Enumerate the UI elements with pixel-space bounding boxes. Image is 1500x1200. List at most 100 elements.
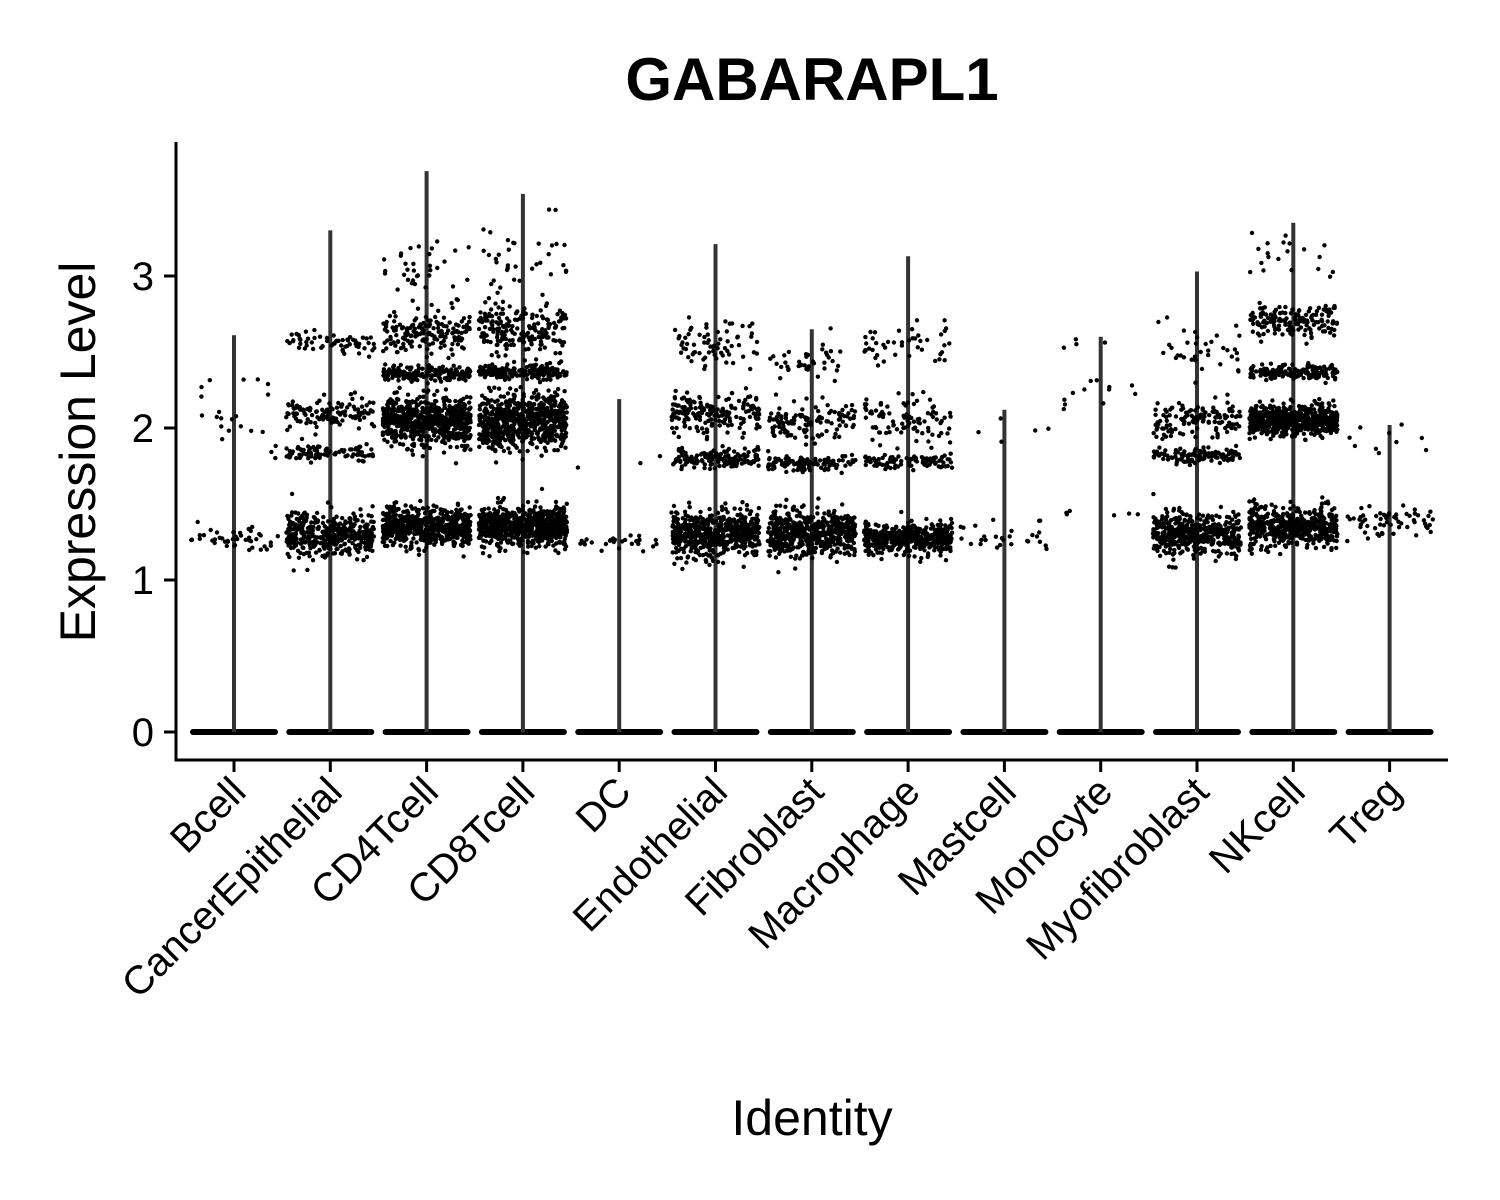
data-point: [436, 435, 441, 440]
data-point: [405, 447, 410, 452]
data-point: [542, 438, 548, 443]
data-point: [553, 338, 558, 343]
data-point: [517, 368, 522, 373]
data-point: [431, 503, 436, 508]
data-point: [599, 548, 604, 553]
data-point: [485, 426, 491, 432]
data-point: [549, 538, 554, 544]
data-point: [424, 369, 429, 374]
data-point: [447, 398, 452, 404]
data-point: [544, 414, 550, 419]
data-point: [707, 546, 712, 551]
data-point: [512, 400, 517, 406]
data-point: [487, 533, 492, 539]
data-point: [331, 516, 336, 522]
data-point: [431, 326, 436, 331]
data-point: [741, 564, 746, 569]
data-point: [441, 437, 446, 443]
data-point: [686, 500, 692, 505]
data-point: [489, 416, 494, 421]
data-point: [292, 541, 297, 546]
data-point: [216, 409, 222, 415]
data-point: [515, 326, 520, 331]
data-point: [439, 541, 445, 546]
data-point: [411, 536, 416, 541]
data-point: [359, 410, 364, 415]
data-point: [430, 426, 435, 431]
data-point: [400, 325, 406, 330]
data-point: [384, 319, 389, 325]
data-point: [495, 495, 501, 501]
data-point: [519, 331, 524, 337]
data-point: [414, 273, 420, 279]
data-point: [304, 530, 310, 535]
data-point: [435, 388, 440, 394]
data-point: [371, 526, 376, 532]
data-point: [199, 413, 205, 418]
data-point: [340, 402, 345, 407]
data-point: [437, 527, 443, 532]
data-point: [388, 504, 393, 509]
data-point: [527, 511, 532, 517]
data-point: [324, 542, 330, 547]
data-point: [546, 252, 551, 257]
data-point: [495, 535, 500, 540]
data-point: [496, 519, 501, 525]
data-point: [363, 539, 369, 544]
data-point: [447, 527, 452, 532]
data-point: [254, 537, 259, 542]
data-point: [506, 446, 511, 451]
data-point: [546, 542, 551, 547]
data-point: [693, 532, 699, 537]
data-point: [392, 309, 397, 315]
data-point: [575, 465, 581, 470]
data-point: [672, 525, 677, 530]
data-point: [409, 448, 415, 453]
data-point: [491, 512, 497, 517]
data-point: [459, 330, 464, 336]
data-point: [424, 354, 429, 360]
data-point: [459, 319, 464, 324]
data-point: [434, 319, 439, 325]
data-point: [532, 402, 537, 407]
data-point: [366, 354, 372, 359]
data-point: [366, 411, 371, 416]
data-point: [514, 416, 520, 422]
data-point: [636, 541, 641, 547]
data-point: [383, 377, 388, 382]
data-point: [327, 401, 332, 406]
data-point: [414, 316, 419, 321]
data-point: [269, 449, 274, 455]
data-point: [715, 407, 720, 412]
data-point: [442, 421, 447, 427]
data-point: [669, 510, 674, 515]
data-point: [548, 416, 554, 421]
data-point: [322, 529, 327, 534]
data-point: [525, 517, 530, 523]
data-point: [329, 420, 334, 425]
data-point: [416, 420, 421, 426]
data-point: [538, 260, 543, 265]
data-point: [557, 373, 563, 378]
data-point: [345, 405, 350, 410]
data-point: [302, 533, 307, 538]
data-point: [456, 377, 462, 382]
data-point: [540, 292, 545, 297]
data-point: [751, 448, 757, 453]
data-point: [294, 456, 299, 461]
data-point: [341, 449, 346, 454]
data-point: [503, 507, 508, 513]
data-point: [608, 537, 614, 543]
data-point: [551, 529, 557, 534]
data-point: [712, 454, 717, 459]
data-point: [497, 320, 502, 325]
data-point: [234, 535, 239, 541]
data-point: [556, 513, 561, 518]
data-point: [498, 311, 504, 316]
data-point: [488, 230, 493, 235]
data-point: [546, 335, 551, 340]
data-point: [492, 399, 498, 404]
data-point: [324, 407, 330, 412]
data-point: [429, 535, 435, 540]
data-point: [495, 509, 501, 514]
